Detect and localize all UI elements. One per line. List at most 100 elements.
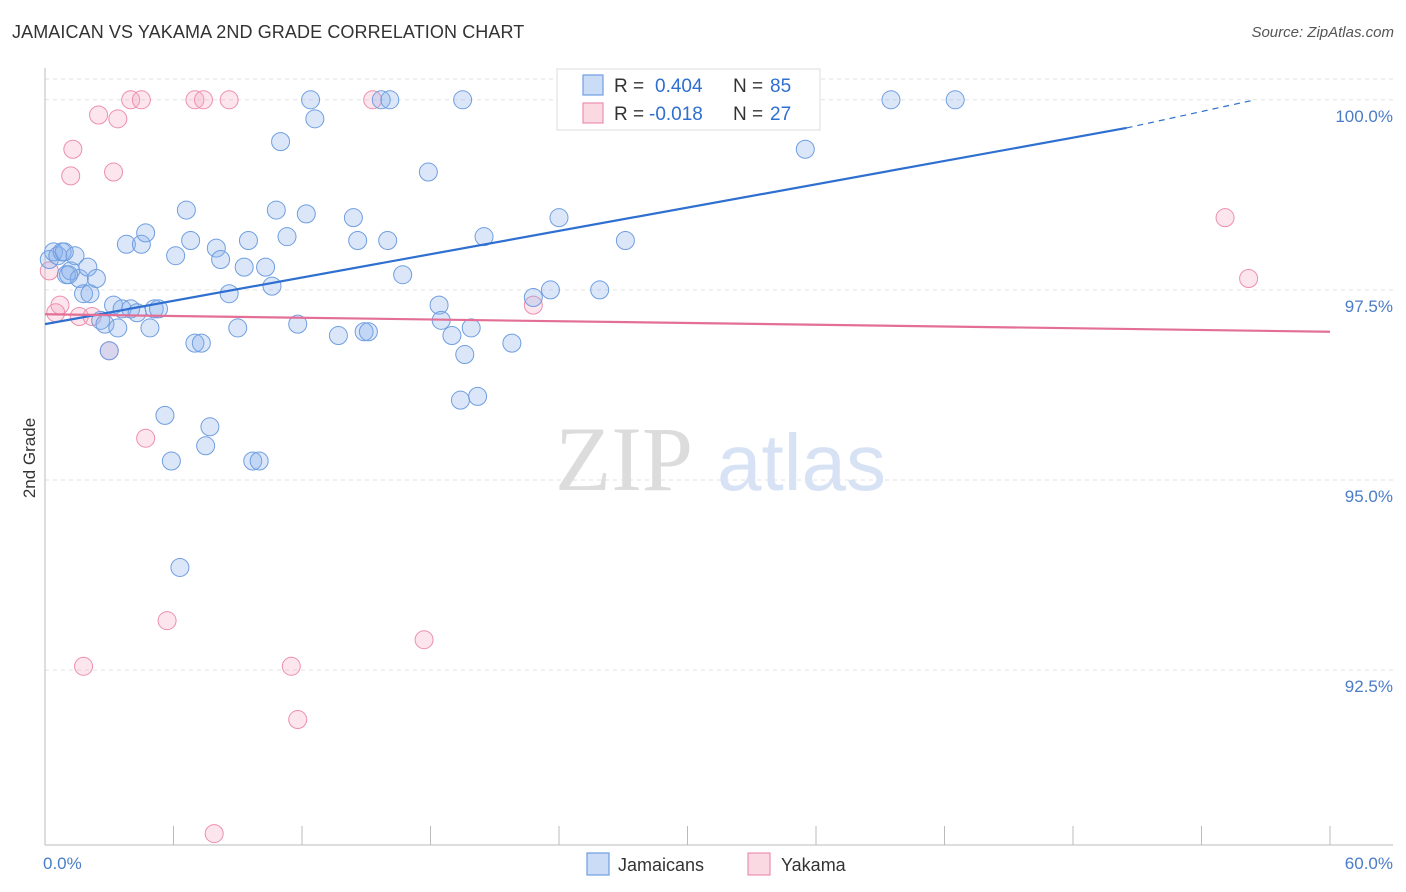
y-tick-label-3: 92.5% [1345,677,1393,696]
yakama-point-3 [63,139,83,159]
series-swatch-jamaicans [586,852,610,876]
legend-swatch-jamaicans [582,74,604,96]
yakama-point-25 [1239,269,1259,289]
yakama-point-24 [1215,208,1235,228]
jamaicans-point-46 [266,200,286,220]
jamaicans-point-66 [450,390,470,410]
y-tick-labels: 100.0% 97.5% 95.0% 92.5% [1335,107,1393,696]
jamaicans-point-8 [74,284,94,304]
jamaicans-point-21 [131,234,151,254]
series-legend: Jamaicans Yakama [586,852,847,876]
yakama-point-5 [74,656,94,676]
yakama-point-9 [104,162,124,182]
yakama-point-19 [281,656,301,676]
jamaicans-point-75 [549,208,569,228]
jamaicans-point-26 [155,405,175,425]
yakama-point-16 [193,90,213,110]
y-axis-label: 2nd Grade [20,418,39,498]
yakama-point-13 [136,428,156,448]
jamaicans-point-63 [429,295,449,315]
jamaicans-point-54 [343,208,363,228]
series-label-jamaicans: Jamaicans [618,855,704,875]
jamaicans-trend-line [44,126,1127,326]
legend-n-label-2: N = [733,104,763,125]
jamaicans-point-23 [140,318,160,338]
y-tick-label-0: 100.0% [1335,107,1393,126]
jamaicans-point-11 [86,269,106,289]
jamaicans-point-65 [442,326,462,346]
series-swatch-yakama [747,852,771,876]
jamaicans-point-39 [228,318,248,338]
yakama-point-18 [219,90,239,110]
jamaicans-point-42 [243,451,263,471]
jamaicans-point-40 [234,257,254,277]
jamaicans-point-44 [256,257,276,277]
y-tick-label-2: 95.0% [1345,487,1393,506]
jamaicans-point-6 [65,246,85,266]
grid-lines [45,78,1393,671]
jamaicans-point-14 [99,341,119,361]
yakama-point-26 [46,303,66,323]
jamaicans-point-36 [206,238,226,258]
jamaicans-point-84 [59,265,79,285]
legend-r-value-2: -0.018 [649,104,703,125]
yakama-point-20 [288,710,308,730]
yakama-point-7 [89,105,109,125]
jamaicans-point-80 [795,139,815,159]
trend-lines [44,99,1331,333]
jamaicans-point-72 [502,333,522,353]
jamaicans-point-57 [358,322,378,342]
jamaicans-point-69 [461,318,481,338]
watermark: ZIP atlas [555,408,886,510]
jamaicans-point-59 [378,230,398,250]
yakama-point-2 [61,166,81,186]
jamaicans-point-68 [455,345,475,365]
jamaicans-point-77 [615,230,635,250]
chart-title: JAMAICAN VS YAKAMA 2ND GRADE CORRELATION… [12,22,525,42]
jamaicans-point-33 [191,333,211,353]
jamaicans-point-74 [540,280,560,300]
jamaicans-point-51 [301,90,321,110]
legend-r-label-2: R = [614,104,644,125]
jamaicans-point-16 [108,318,128,338]
jamaicans-point-55 [348,230,368,250]
jamaicans-point-62 [418,162,438,182]
jamaicans-point-50 [296,204,316,224]
jamaicans-point-22 [136,223,156,243]
legend-r-value-1: 0.404 [655,76,703,97]
jamaicans-point-82 [945,90,965,110]
jamaicans-point-56 [354,322,374,342]
jamaicans-point-43 [249,451,269,471]
watermark-zip: ZIP [555,408,693,510]
yakama-point-22 [414,630,434,650]
yakama-point-10 [108,109,128,129]
jamaicans-point-30 [176,200,196,220]
yakama-trend-line [44,313,1331,333]
jamaicans-point-41 [238,230,258,250]
series-label-yakama: Yakama [781,855,847,875]
jamaicans-point-18 [116,234,136,254]
jamaicans-point-45 [262,276,282,296]
jamaicans-point-83 [54,242,74,262]
jamaicans-point-35 [200,417,220,437]
jamaicans-point-32 [185,333,205,353]
jamaicans-point-76 [590,280,610,300]
legend-n-value-2: 27 [770,104,791,125]
jamaicans-point-70 [468,386,488,406]
jamaicans-point-31 [181,230,201,250]
legend-swatch-yakama [582,102,604,124]
legend-r-label-1: R = [614,76,644,97]
source-label: Source: ZipAtlas.com [1251,24,1394,41]
legend-box: R = 0.404 N = 85 R = -0.018 N = 27 [556,68,821,131]
jamaicans-point-52 [305,109,325,129]
jamaicans-point-67 [453,90,473,110]
jamaicans-point-48 [277,227,297,247]
jamaicans-point-28 [166,246,186,266]
jamaicans-point-73 [523,288,543,308]
watermark-atlas: atlas [717,418,886,507]
x-tick-label-1: 60.0% [1345,854,1393,873]
jamaicans-trend-extension [1126,99,1256,129]
jamaicans-point-61 [393,265,413,285]
jamaicans-point-29 [170,557,190,577]
